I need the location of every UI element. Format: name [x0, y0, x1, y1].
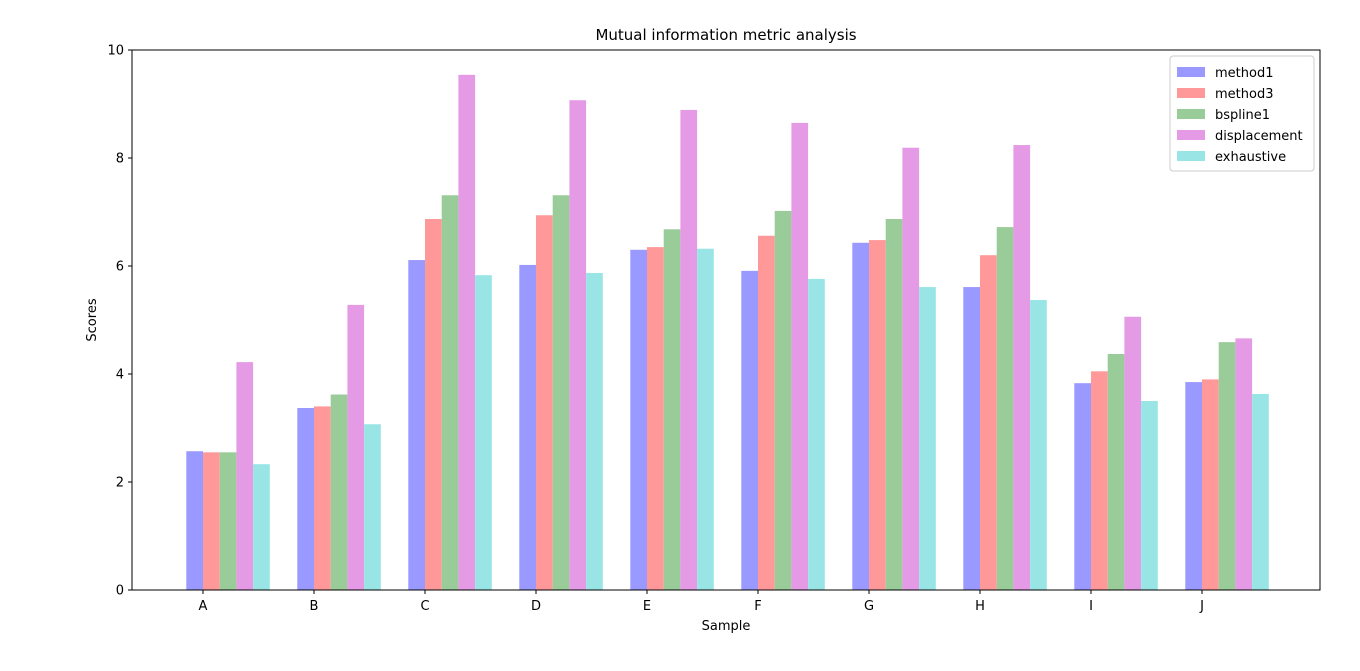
bar-displacement-H [1013, 145, 1031, 591]
bar-method3-J [1202, 379, 1219, 590]
bar-bspline1-E [663, 229, 681, 590]
x-tick-label: F [754, 599, 761, 614]
legend: method1 method3 bspline1 displacement exhaus… [1169, 55, 1315, 172]
x-axis: A B C D E F G H I J [199, 590, 1204, 614]
bar-exhaustive-D [586, 273, 603, 590]
bar-exhaustive-I [1141, 401, 1158, 590]
bar-displacement-C [458, 74, 476, 591]
y-tick-label: 2 [116, 476, 124, 491]
bar-method3-A [203, 452, 220, 590]
bar-exhaustive-C [475, 275, 492, 590]
legend-swatch-bspline1 [1177, 109, 1205, 119]
bar-exhaustive-H [1030, 300, 1047, 590]
bar-displacement-F [791, 122, 809, 591]
bar-method1-A [186, 451, 203, 590]
x-axis-label: Sample [702, 619, 751, 634]
bar-bspline1-J [1218, 342, 1236, 590]
x-tick-label: A [199, 599, 208, 614]
bar-method1-G [852, 242, 869, 590]
x-tick-label: D [531, 599, 541, 614]
x-tick-label: I [1089, 599, 1093, 614]
bar-method1-I [1074, 383, 1091, 590]
y-axis-label: Scores [85, 298, 100, 341]
plot-frame [131, 49, 1321, 591]
legend-label-displacement: displacement [1215, 129, 1303, 144]
x-tick-label: E [643, 599, 651, 614]
bar-bspline1-F [774, 210, 792, 591]
legend-label-method1: method1 [1215, 66, 1273, 81]
bar-method3-D [536, 215, 553, 591]
bar-exhaustive-B [364, 424, 381, 590]
bar-displacement-G [902, 147, 920, 591]
y-tick-label: 0 [116, 584, 124, 599]
y-tick-label: 8 [116, 152, 124, 167]
bar-method1-E [630, 249, 647, 591]
legend-swatch-displacement [1177, 130, 1205, 140]
x-tick-label: J [1199, 599, 1204, 614]
bar-bspline1-G [885, 219, 903, 590]
bar-method1-F [741, 270, 758, 590]
bar-exhaustive-E [697, 248, 714, 590]
x-tick-label: C [420, 599, 429, 614]
legend-label-method3: method3 [1215, 87, 1273, 102]
x-tick-label: H [975, 599, 985, 614]
bar-method1-B [297, 408, 314, 590]
bar-method3-G [869, 240, 886, 590]
y-tick-label: 4 [116, 368, 124, 383]
x-tick-label: B [310, 599, 319, 614]
bar-exhaustive-F [808, 278, 825, 590]
x-tick-label: G [864, 599, 874, 614]
legend-label-exhaustive: exhaustive [1215, 150, 1286, 165]
bar-bspline1-D [552, 195, 570, 590]
bar-displacement-I [1124, 316, 1142, 590]
bar-method1-J [1185, 382, 1202, 590]
bar-bspline1-B [330, 394, 348, 590]
bar-displacement-D [569, 100, 587, 590]
y-tick-label: 10 [107, 44, 124, 59]
chart-title: Mutual information metric analysis [595, 26, 856, 44]
bar-method3-E [647, 247, 664, 590]
bar-displacement-B [347, 304, 365, 590]
bar-bspline1-A [219, 452, 237, 590]
bar-bspline1-C [441, 195, 459, 590]
bar-method1-D [519, 264, 536, 590]
bar-bspline1-H [996, 227, 1014, 590]
bar-bspline1-I [1107, 354, 1125, 590]
bar-method1-C [408, 260, 425, 590]
bar-displacement-E [680, 109, 698, 590]
legend-label-bspline1: bspline1 [1215, 108, 1270, 123]
legend-swatch-exhaustive [1177, 151, 1205, 161]
legend-swatch-method1 [1177, 67, 1205, 77]
bar-method3-I [1091, 371, 1108, 590]
bar-method3-F [758, 235, 775, 590]
y-axis: 0 2 4 6 8 10 [107, 44, 132, 599]
bar-displacement-J [1235, 338, 1253, 590]
legend-box [1169, 55, 1315, 172]
y-tick-label: 6 [116, 260, 124, 275]
legend-swatch-method3 [1177, 88, 1205, 98]
bar-exhaustive-G [919, 287, 936, 590]
bar-method3-B [314, 406, 331, 590]
bar-exhaustive-J [1252, 393, 1269, 590]
bar-displacement-A [236, 362, 254, 590]
bar-method1-H [963, 287, 980, 590]
bar-method3-H [980, 255, 997, 590]
bar-exhaustive-A [253, 464, 270, 590]
bars-group [186, 74, 1269, 591]
bar-method3-C [425, 219, 442, 590]
